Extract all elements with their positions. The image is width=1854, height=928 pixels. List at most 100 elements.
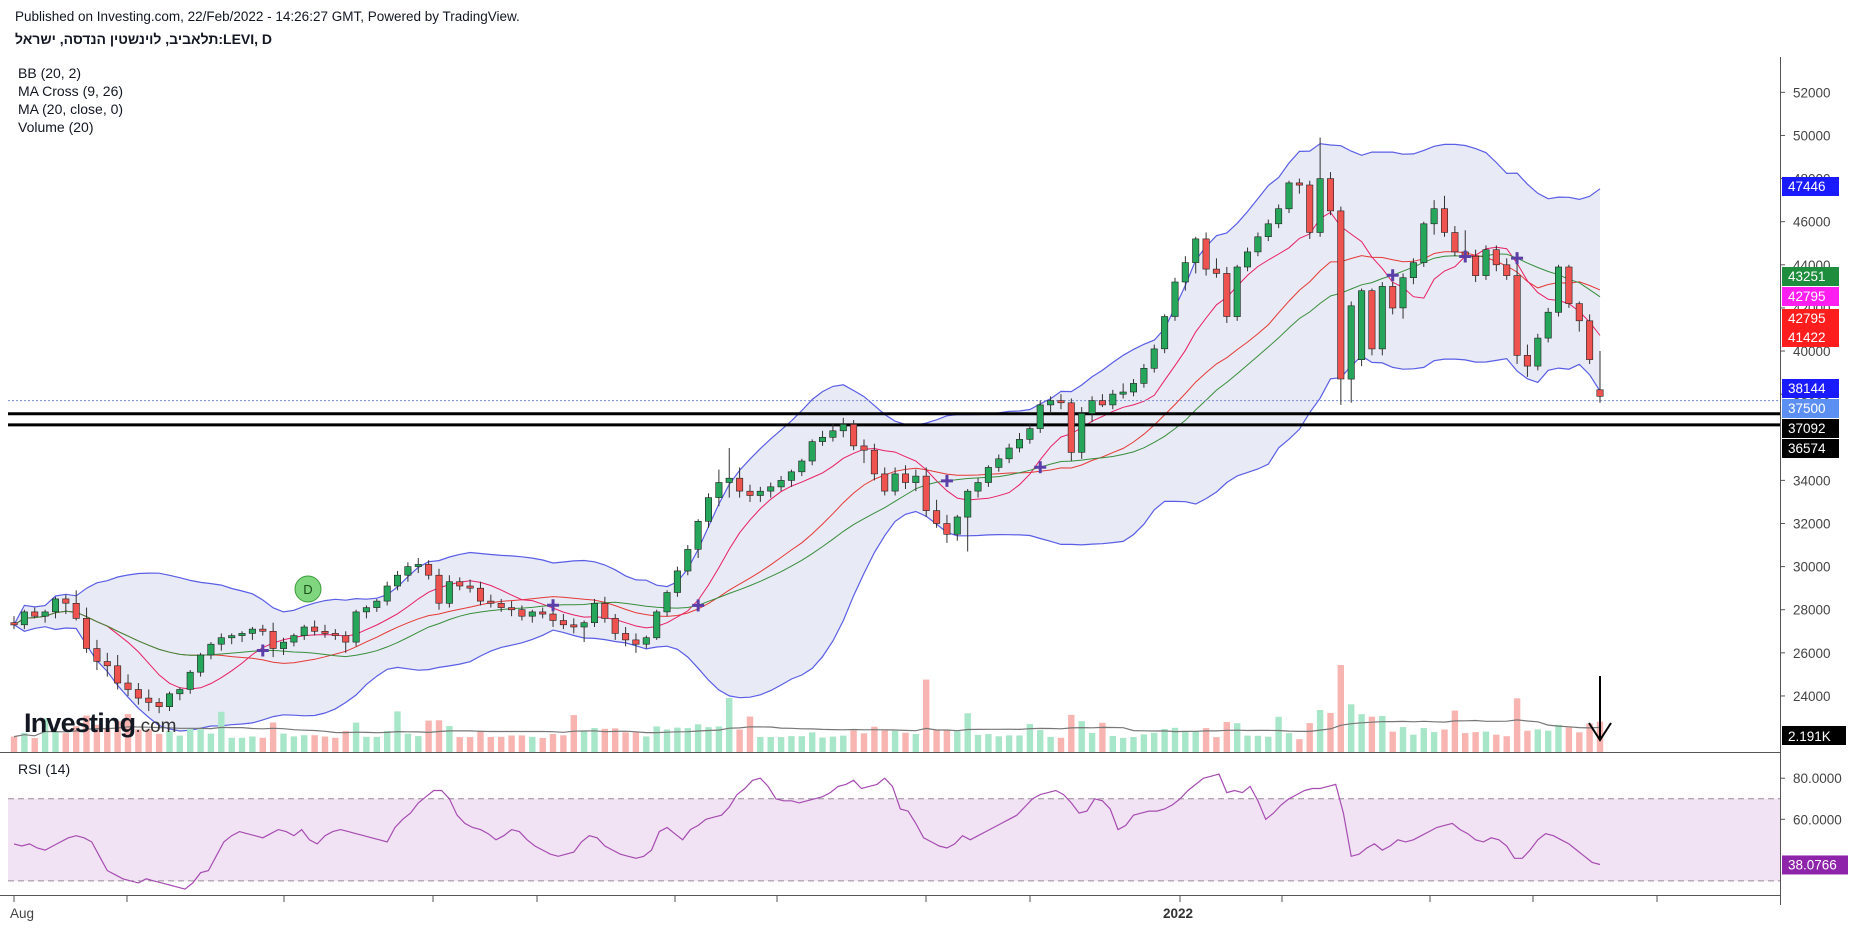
volume-bar — [1057, 737, 1065, 752]
candle — [1233, 264, 1241, 321]
candle — [321, 624, 329, 638]
candle — [1036, 400, 1044, 433]
volume-bar — [425, 720, 432, 752]
price-tick-label: 24000 — [1793, 689, 1831, 704]
candle — [559, 614, 567, 630]
legend-ma-cross[interactable]: MA Cross (9, 26) — [18, 83, 124, 99]
candle-body — [964, 490, 972, 518]
candle — [1057, 394, 1065, 410]
candle-body — [1150, 348, 1158, 369]
volume-bar — [954, 731, 961, 752]
candle — [1078, 407, 1086, 459]
volume-bar — [580, 731, 588, 752]
price-axis: 5200050000480004600044000420004000038000… — [1780, 85, 1846, 745]
candle — [1430, 200, 1438, 235]
candle — [1088, 396, 1096, 423]
last-value-box — [1782, 267, 1839, 286]
candle-body — [1295, 182, 1303, 186]
legend-volume[interactable]: Volume (20) — [18, 119, 94, 135]
candle-body — [808, 441, 816, 462]
candle — [373, 598, 381, 612]
candle — [1503, 258, 1511, 280]
candle-body — [1451, 232, 1459, 253]
candle-body — [1264, 223, 1272, 238]
legend-ma20[interactable]: MA (20, close, 0) — [18, 101, 124, 117]
candle — [186, 670, 194, 694]
volume-bar — [415, 736, 422, 752]
volume-bar — [31, 738, 38, 752]
candle — [974, 478, 982, 498]
volume-bar — [1451, 710, 1459, 752]
candle — [673, 566, 681, 597]
volume-bar — [1099, 722, 1106, 752]
candle-body — [83, 617, 91, 649]
ma-cross-marker — [692, 599, 705, 612]
volume-bar — [1078, 721, 1085, 752]
candle-body — [145, 697, 153, 703]
candle — [1254, 232, 1262, 257]
rsi-value-box — [1782, 855, 1848, 875]
candle — [829, 424, 837, 442]
candle — [642, 635, 650, 649]
candle-body — [943, 523, 951, 535]
candle — [891, 467, 899, 496]
volume-bar — [933, 729, 940, 752]
candle — [1223, 266, 1231, 324]
candle — [508, 601, 516, 617]
legend-bb[interactable]: BB (20, 2) — [18, 65, 82, 81]
candle — [590, 598, 598, 627]
volume-bar — [570, 715, 577, 752]
last-value-box — [1782, 177, 1839, 196]
volume-bar — [746, 716, 754, 752]
candle — [549, 609, 557, 627]
volume-bar — [1430, 732, 1438, 752]
candle — [1244, 247, 1252, 272]
candle-body — [1503, 264, 1511, 276]
candle — [197, 652, 205, 677]
volume-bar — [1285, 733, 1293, 752]
candle-body — [1441, 208, 1449, 233]
candle — [51, 596, 59, 619]
ma-cross-marker — [256, 644, 269, 657]
candle-body — [1212, 268, 1220, 274]
time-axis: Aug 2022 — [10, 895, 1658, 921]
volume-bar — [187, 728, 194, 752]
bb-lower — [13, 355, 1601, 732]
volume-bar — [964, 713, 971, 752]
candle-body — [508, 607, 516, 611]
candle-body — [197, 654, 205, 673]
candle-body — [1275, 208, 1283, 225]
volume-bar — [145, 729, 152, 752]
volume-bar — [1140, 734, 1148, 752]
candle-body — [829, 430, 837, 438]
volume-bar — [1410, 734, 1417, 752]
candle-body — [1337, 210, 1345, 380]
candle — [1171, 277, 1179, 321]
candle — [435, 568, 443, 610]
candle-body — [798, 460, 806, 473]
candle — [850, 420, 858, 451]
volume-bar — [1265, 736, 1272, 752]
candle — [383, 581, 391, 606]
candle-body — [1057, 400, 1065, 404]
candle-body — [248, 628, 256, 634]
candle — [134, 683, 142, 705]
rsi-legend[interactable]: RSI (14) — [18, 761, 71, 777]
rsi-panel: 80.0000 60.0000 38.0766 — [8, 771, 1848, 890]
candle-body — [777, 480, 785, 488]
candle-body — [342, 635, 350, 643]
volume-bar — [923, 679, 930, 752]
candle-body — [269, 630, 277, 649]
symbol-title: תלאביב, לוינשטין הנדסה, ישראל:LEVI, D — [15, 31, 273, 47]
candle-body — [321, 630, 329, 634]
volume-bar — [612, 728, 619, 752]
volume-bar — [726, 698, 733, 752]
volume-bar — [124, 714, 132, 752]
candle-body — [155, 702, 163, 708]
volume-bar — [466, 737, 474, 752]
volume-bar — [1005, 735, 1013, 752]
candle-body — [1586, 320, 1594, 360]
volume-bar — [321, 736, 329, 752]
volume-bar — [1368, 716, 1376, 752]
